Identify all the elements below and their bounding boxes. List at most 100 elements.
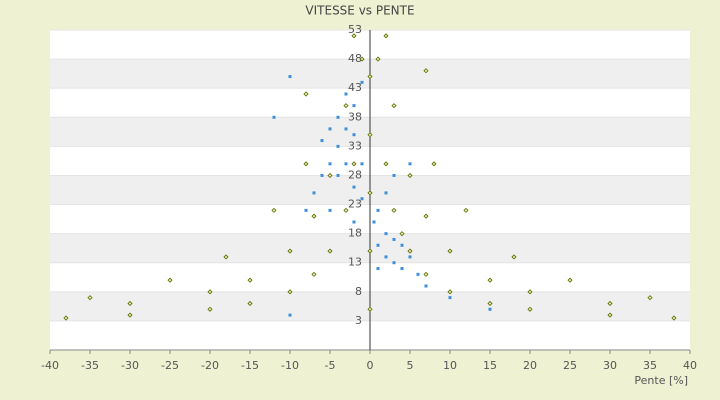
- x-tick-label: -10: [281, 359, 299, 372]
- x-tick-label: -40: [41, 359, 59, 372]
- scatter-point: [376, 208, 380, 212]
- scatter-point: [367, 190, 373, 196]
- x-tick-label: 30: [603, 359, 617, 372]
- scatter-point: [392, 261, 396, 265]
- scatter-point: [407, 248, 413, 254]
- x-tick-label: 0: [367, 359, 374, 372]
- scatter-point: [352, 133, 356, 137]
- x-tick-label: -25: [161, 359, 179, 372]
- scatter-point: [223, 254, 229, 260]
- scatter-point: [311, 271, 317, 277]
- scatter-point: [351, 33, 357, 39]
- x-tick-label: 10: [443, 359, 457, 372]
- scatter-point: [311, 213, 317, 219]
- x-tick-label: 40: [683, 359, 697, 372]
- x-tick-label: -5: [325, 359, 336, 372]
- scatter-point: [431, 161, 437, 167]
- scatter-point: [320, 173, 324, 177]
- scatter-point: [384, 191, 388, 195]
- scatter-point: [167, 277, 173, 283]
- scatter-point: [360, 162, 364, 166]
- scatter-point: [336, 173, 340, 177]
- scatter-point: [247, 277, 253, 283]
- scatter-point: [647, 295, 653, 301]
- scatter-point: [367, 132, 373, 138]
- x-tick-label: 5: [407, 359, 414, 372]
- scatter-point: [336, 144, 340, 148]
- scatter-point: [287, 248, 293, 254]
- scatter-point: [416, 272, 420, 276]
- y-tick-label: 18: [348, 227, 362, 240]
- scatter-point: [392, 173, 396, 177]
- scatter-point: [207, 289, 213, 295]
- scatter-point: [303, 161, 309, 167]
- scatter-point: [327, 172, 333, 179]
- scatter-point: [376, 243, 380, 247]
- x-tick-label: -35: [81, 359, 99, 372]
- scatter-point: [400, 243, 404, 247]
- scatter-point: [367, 306, 373, 312]
- y-tick-label: 3: [355, 314, 362, 327]
- scatter-point: [391, 207, 397, 213]
- scatter-point: [360, 80, 364, 84]
- scatter-point: [367, 73, 373, 80]
- scatter-point: [607, 312, 613, 318]
- y-tick-label: 33: [348, 139, 362, 152]
- scatter-point: [207, 306, 213, 312]
- scatter-point: [336, 115, 340, 119]
- scatter-point: [87, 295, 93, 301]
- scatter-point: [511, 254, 517, 260]
- scatter-point: [448, 296, 452, 300]
- x-tick-label: -20: [201, 359, 219, 372]
- scatter-point: [527, 289, 533, 295]
- scatter-point: [424, 284, 428, 288]
- scatter-point: [383, 33, 389, 39]
- scatter-point: [352, 220, 356, 224]
- scatter-point: [359, 56, 365, 62]
- scatter-point: [423, 213, 429, 219]
- scatter-point: [352, 104, 356, 108]
- x-tick-label: 20: [523, 359, 537, 372]
- scatter-point: [423, 271, 429, 277]
- scatter-point: [372, 220, 376, 224]
- scatter-point: [408, 255, 412, 259]
- scatter-point: [303, 91, 309, 97]
- y-tick-label: 43: [348, 81, 362, 94]
- scatter-point: [247, 300, 253, 307]
- scatter-point: [328, 127, 332, 131]
- scatter-point: [63, 315, 69, 321]
- scatter-point: [607, 300, 613, 307]
- scatter-point: [391, 103, 397, 109]
- scatter-point: [671, 315, 677, 321]
- scatter-point: [487, 300, 493, 307]
- x-tick-label: 15: [483, 359, 497, 372]
- scatter-point: [127, 300, 133, 307]
- scatter-point: [384, 255, 388, 259]
- scatter-point: [408, 162, 412, 166]
- scatter-point: [344, 127, 348, 131]
- x-axis-label: Pente [%]: [634, 374, 688, 387]
- scatter-point: [423, 68, 429, 74]
- y-tick-label: 38: [348, 110, 362, 123]
- scatter-point: [343, 207, 349, 213]
- scatter-point: [527, 306, 533, 312]
- scatter-point: [360, 197, 364, 201]
- scatter-point: [407, 172, 413, 179]
- scatter-point: [271, 207, 277, 213]
- scatter-point: [344, 162, 348, 166]
- scatter-point: [375, 56, 381, 62]
- scatter-point: [312, 191, 316, 195]
- scatter-point: [352, 185, 356, 189]
- scatter-point: [304, 208, 308, 212]
- scatter-point: [392, 237, 396, 241]
- scatter-point: [383, 161, 389, 167]
- y-tick-label: 48: [348, 52, 362, 65]
- scatter-point: [367, 248, 373, 254]
- scatter-point: [567, 277, 573, 283]
- y-tick-label: 28: [348, 168, 362, 181]
- scatter-point: [288, 75, 292, 79]
- scatter-point: [376, 267, 380, 271]
- y-tick-label: 53: [348, 23, 362, 36]
- scatter-point: [447, 248, 453, 254]
- scatter-point: [400, 267, 404, 271]
